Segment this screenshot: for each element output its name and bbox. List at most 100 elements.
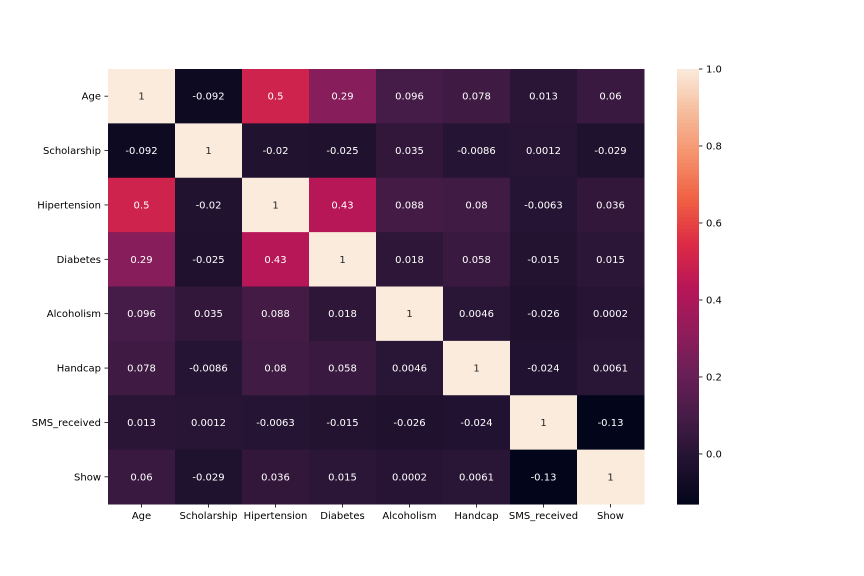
colorbar-segment (677, 290, 699, 295)
colorbar-segment (677, 435, 699, 440)
heatmap-cell (309, 177, 377, 233)
cell-annotation: 1 (473, 364, 479, 375)
colorbar-segment (677, 333, 699, 338)
colorbar-segment (677, 101, 699, 106)
colorbar-segment (677, 250, 699, 255)
colorbar-segment (677, 145, 699, 150)
heatmap-cell (242, 177, 310, 233)
colorbar-segment (677, 137, 699, 143)
heatmap-cell (376, 123, 444, 179)
colorbar-segment (677, 464, 699, 469)
colorbar-segment (677, 174, 699, 179)
y-tick-label: Hipertension (37, 200, 101, 211)
colorbar-segment (677, 427, 699, 433)
cell-annotation: 1 (607, 472, 613, 483)
colorbar-segment (677, 359, 699, 364)
colorbar-segment (677, 482, 699, 487)
colorbar-segment (677, 192, 699, 197)
y-tick-label: Show (74, 472, 101, 483)
colorbar-segment (677, 438, 699, 443)
heatmap-cell (108, 340, 176, 396)
cell-annotation: 0.036 (261, 472, 290, 483)
colorbar-segment (677, 203, 699, 208)
cell-annotation: -0.015 (326, 418, 358, 429)
colorbar-segment (677, 112, 699, 117)
heatmap-cell (510, 232, 578, 287)
colorbar: 0.0 0.2 0.4 0.6 0.8 1.0 (677, 65, 722, 505)
y-tick-label: Scholarship (43, 146, 101, 157)
colorbar-segment (677, 185, 699, 190)
cell-annotation: 0.06 (130, 472, 152, 483)
cell-annotation: 1 (339, 255, 345, 266)
cell-annotation: 0.5 (134, 200, 150, 211)
colorbar-segment (677, 83, 699, 88)
cell-annotation: 0.058 (328, 364, 357, 375)
colorbar-segment (677, 221, 699, 226)
colorbar-segment (677, 369, 699, 375)
cell-annotation: -0.02 (196, 200, 222, 211)
colorbar-segment (677, 195, 699, 201)
x-tick-label: Hipertension (244, 511, 308, 522)
heatmap-cell (577, 340, 645, 396)
heatmap-cell (577, 69, 645, 124)
cell-annotation: 0.5 (268, 92, 284, 103)
heatmap-cell (376, 177, 444, 233)
colorbar-segment (677, 446, 699, 451)
heatmap-cell (443, 286, 511, 342)
cell-annotation: 0.0012 (526, 146, 561, 157)
cell-annotation: -0.02 (263, 146, 289, 157)
heatmap-cell (108, 286, 176, 342)
colorbar-segment (677, 94, 699, 99)
colorbar-segment (677, 406, 699, 411)
cell-annotation: -0.13 (531, 472, 557, 483)
colorbar-segment (677, 214, 699, 219)
heatmap-cell (376, 449, 444, 505)
cell-annotation: 0.0046 (459, 309, 494, 320)
colorbar-segment (677, 417, 699, 422)
cell-annotation: 0.096 (395, 92, 424, 103)
cell-annotation: 0.018 (395, 255, 424, 266)
heatmap-cell (443, 69, 511, 124)
colorbar-segment (677, 243, 699, 248)
colorbar-segment (677, 286, 699, 291)
cell-annotation: 1 (138, 92, 144, 103)
cell-annotation: 0.43 (264, 255, 286, 266)
colorbar-segment (677, 228, 699, 233)
heatmap-cell (577, 123, 645, 179)
colorbar-segment (677, 282, 699, 288)
colorbar-segment (677, 384, 699, 389)
heatmap-cell (175, 449, 243, 505)
heatmap-cell (175, 123, 243, 179)
colorbar-segment (677, 489, 699, 494)
colorbar-segment (677, 246, 699, 251)
colorbar-segment (677, 424, 699, 429)
x-tick-label: Age (132, 511, 151, 522)
cell-annotation: 0.096 (127, 309, 156, 320)
colorbar-segment (677, 351, 699, 356)
cell-annotation: -0.026 (393, 418, 425, 429)
x-tick-label: Scholarship (180, 511, 238, 522)
colorbar-segment (677, 206, 699, 211)
colorbar-segment (677, 105, 699, 110)
colorbar-segment (677, 362, 699, 367)
colorbar-segment (677, 315, 699, 320)
heatmap-cell (309, 395, 377, 451)
cell-annotation: -0.029 (192, 472, 224, 483)
cell-annotation: 0.088 (395, 200, 424, 211)
y-tick-label: SMS_received (32, 418, 101, 429)
colorbar-segment (677, 79, 699, 85)
colorbar-segment (677, 181, 699, 186)
heatmap-cell (175, 395, 243, 451)
cell-annotation: -0.13 (598, 418, 624, 429)
heatmap-cell (242, 395, 310, 451)
x-tick-label: Handcap (454, 511, 498, 522)
colorbar-segment (677, 319, 699, 324)
heatmap-cell (242, 449, 310, 505)
heatmap-cell (309, 340, 377, 396)
colorbar-segment (677, 344, 699, 349)
heatmap-cell (108, 69, 176, 124)
heatmap-cell (577, 449, 645, 505)
colorbar-segment (677, 496, 699, 501)
cell-annotation: -0.024 (460, 418, 492, 429)
colorbar-segment (677, 442, 699, 447)
